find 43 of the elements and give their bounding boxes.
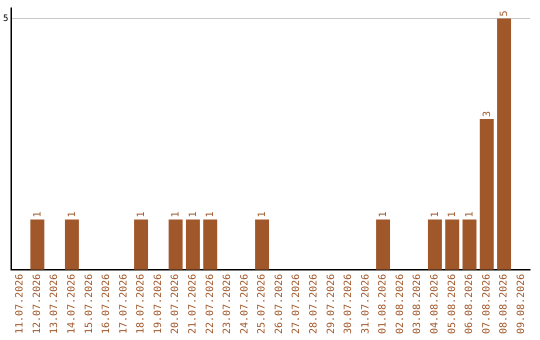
x-tick-label: 09.08.2026 bbox=[516, 274, 527, 334]
x-tick-label: 23.07.2026 bbox=[222, 274, 234, 334]
x-tick-label: 26.07.2026 bbox=[274, 274, 285, 334]
x-tick-label: 21.07.2026 bbox=[188, 274, 199, 334]
x-tick-label: 15.07.2026 bbox=[84, 274, 95, 334]
data-label: 1 bbox=[447, 211, 458, 218]
x-tick-label: 06.08.2026 bbox=[464, 274, 476, 334]
data-label: 1 bbox=[136, 211, 148, 218]
x-tick-label: 13.07.2026 bbox=[49, 274, 60, 334]
x-tick-label: 11.07.2026 bbox=[14, 274, 26, 334]
x-tick-label: 02.08.2026 bbox=[394, 274, 406, 334]
data-label: 3 bbox=[482, 110, 493, 117]
x-tick-label: 29.07.2026 bbox=[326, 274, 337, 334]
data-label: 1 bbox=[170, 211, 182, 218]
x-tick-label: 14.07.2026 bbox=[66, 274, 78, 334]
data-label: 1 bbox=[430, 211, 441, 218]
x-tick-label: 16.07.2026 bbox=[101, 274, 112, 334]
x-tick-label: 08.08.2026 bbox=[498, 274, 510, 334]
data-label: 1 bbox=[464, 211, 476, 218]
x-tick-label: 31.07.2026 bbox=[360, 274, 372, 334]
x-tick-label: 18.07.2026 bbox=[136, 274, 147, 334]
data-label: 1 bbox=[188, 211, 199, 218]
data-label: 5 bbox=[499, 10, 510, 16]
x-tick-label: 19.07.2026 bbox=[152, 274, 164, 334]
x-tick-label: 17.07.2026 bbox=[118, 274, 130, 334]
x-tick-label: 24.07.2026 bbox=[239, 274, 250, 334]
data-label: 1 bbox=[378, 211, 390, 218]
x-tick-label: 28.07.2026 bbox=[308, 274, 320, 334]
x-tick-label: 20.07.2026 bbox=[170, 274, 182, 334]
x-tick-label: 03.08.2026 bbox=[412, 274, 424, 334]
data-label: 1 bbox=[257, 211, 268, 218]
data-label: 1 bbox=[32, 211, 44, 218]
x-tick-label: 22.07.2026 bbox=[204, 274, 216, 334]
x-tick-label: 05.08.2026 bbox=[446, 274, 458, 334]
data-label: 1 bbox=[66, 211, 78, 218]
data-label: 1 bbox=[205, 211, 216, 218]
x-tick-label: 04.08.2026 bbox=[430, 274, 441, 334]
x-tick-label: 12.07.2026 bbox=[32, 274, 43, 334]
x-tick-label: 27.07.2026 bbox=[291, 274, 302, 334]
x-tick-label: 25.07.2026 bbox=[256, 274, 268, 334]
x-tick-label: 07.08.2026 bbox=[481, 274, 492, 334]
x-tick-label: 01.08.2026 bbox=[378, 274, 389, 334]
x-tick-label: 30.07.2026 bbox=[343, 274, 354, 334]
